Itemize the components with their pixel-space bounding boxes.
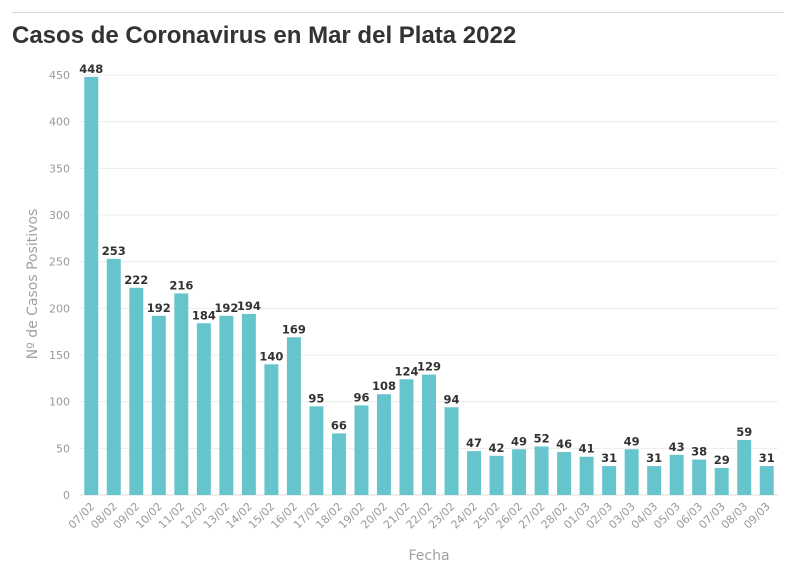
data-label: 95	[308, 391, 324, 405]
bar[interactable]	[692, 459, 707, 495]
data-label: 253	[102, 244, 126, 258]
y-tick-label: 250	[49, 256, 70, 269]
data-label: 29	[714, 453, 730, 467]
bar[interactable]	[489, 455, 504, 495]
data-label: 192	[214, 301, 238, 315]
data-label: 59	[736, 425, 752, 439]
bar[interactable]	[129, 287, 144, 495]
bar[interactable]	[174, 293, 189, 495]
chart-title: Casos de Coronavirus en Mar del Plata 20…	[12, 22, 517, 49]
x-axis-title: Fecha	[408, 548, 449, 564]
data-label: 108	[372, 379, 396, 393]
y-tick-label: 150	[49, 349, 70, 362]
y-tick-label: 0	[63, 489, 70, 502]
bar[interactable]	[467, 451, 482, 495]
y-tick-label: 450	[49, 69, 70, 82]
bar[interactable]	[444, 407, 459, 495]
bar[interactable]	[264, 364, 279, 495]
bar[interactable]	[354, 405, 369, 495]
data-label: 38	[691, 445, 707, 459]
data-label: 222	[124, 273, 148, 287]
y-tick-label: 100	[49, 396, 70, 409]
data-label: 47	[466, 436, 482, 450]
data-label: 140	[259, 349, 283, 363]
data-label: 124	[394, 364, 418, 378]
bar[interactable]	[219, 315, 234, 495]
data-label: 52	[534, 431, 550, 445]
bar[interactable]	[309, 406, 324, 495]
bar[interactable]	[422, 374, 436, 495]
bar[interactable]	[737, 439, 752, 495]
bar[interactable]	[151, 315, 166, 495]
y-axis-ticks: 0 50 100 150 200 250 300 350 400 450	[49, 69, 70, 502]
data-label: 194	[237, 299, 261, 313]
data-label: 169	[282, 322, 306, 336]
data-label: 129	[417, 360, 441, 374]
data-label: 192	[147, 301, 171, 315]
bar[interactable]	[534, 446, 549, 495]
data-label: 216	[169, 278, 193, 292]
data-label: 66	[331, 418, 347, 432]
data-label: 96	[353, 390, 369, 404]
bar[interactable]	[557, 452, 572, 495]
x-axis-ticks: 07/0208/0209/0210/0211/0212/0213/0214/02…	[66, 500, 773, 532]
data-label: 94	[444, 392, 460, 406]
grid-lines	[80, 74, 778, 496]
y-tick-label: 50	[56, 442, 70, 455]
y-tick-label: 200	[49, 302, 70, 315]
data-label: 42	[489, 441, 505, 455]
data-label: 448	[79, 62, 103, 76]
data-labels: 4482532221922161841921941401699566961081…	[79, 62, 774, 467]
data-label: 49	[511, 434, 527, 448]
data-label: 31	[601, 451, 617, 465]
bar[interactable]	[669, 454, 684, 495]
bar[interactable]	[331, 433, 346, 495]
bar[interactable]	[399, 379, 414, 495]
bar[interactable]	[84, 76, 99, 495]
bar[interactable]	[714, 467, 729, 495]
bar[interactable]	[579, 456, 594, 495]
data-label: 41	[579, 442, 595, 456]
bar[interactable]	[106, 258, 121, 495]
y-tick-label: 300	[49, 209, 70, 222]
bar[interactable]	[196, 323, 211, 495]
bar[interactable]	[759, 466, 774, 495]
bars	[84, 76, 774, 495]
bar[interactable]	[376, 394, 391, 495]
bar[interactable]	[647, 466, 662, 495]
y-tick-label: 350	[49, 162, 70, 175]
bar[interactable]	[624, 449, 639, 495]
data-label: 31	[759, 451, 775, 465]
bar[interactable]	[241, 313, 256, 495]
bar[interactable]	[602, 466, 617, 495]
data-label: 31	[646, 451, 662, 465]
y-tick-label: 400	[49, 116, 70, 129]
bar[interactable]	[512, 449, 527, 495]
x-tick-label: 09/03	[741, 500, 773, 532]
data-label: 43	[669, 440, 685, 454]
bar[interactable]	[286, 337, 301, 495]
y-axis-title: Nº de Casos Positivos	[25, 209, 41, 360]
data-label: 184	[192, 308, 216, 322]
data-label: 49	[624, 434, 640, 448]
data-label: 46	[556, 437, 572, 451]
top-rule	[12, 12, 784, 13]
